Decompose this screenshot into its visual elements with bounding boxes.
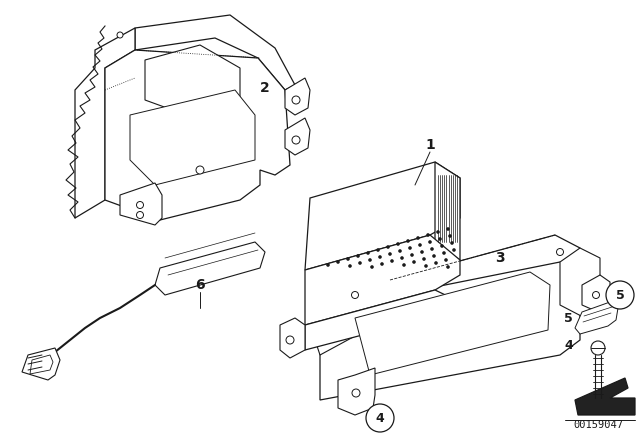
Polygon shape [355, 272, 550, 375]
Circle shape [136, 211, 143, 219]
Circle shape [420, 250, 424, 254]
Polygon shape [145, 45, 240, 120]
Circle shape [606, 281, 634, 309]
Circle shape [446, 265, 450, 269]
Polygon shape [135, 15, 295, 90]
Circle shape [336, 260, 340, 264]
Circle shape [351, 292, 358, 298]
Circle shape [416, 236, 420, 240]
Polygon shape [338, 368, 375, 415]
Circle shape [557, 249, 563, 255]
Circle shape [366, 404, 394, 432]
Circle shape [406, 239, 410, 243]
Circle shape [398, 249, 402, 253]
Polygon shape [285, 118, 310, 155]
Polygon shape [575, 302, 618, 334]
Circle shape [378, 255, 382, 259]
Circle shape [434, 261, 438, 265]
Circle shape [440, 244, 444, 248]
Polygon shape [305, 162, 460, 270]
Text: 6: 6 [195, 278, 205, 292]
Circle shape [418, 243, 422, 247]
Polygon shape [320, 262, 580, 400]
Circle shape [444, 258, 448, 262]
Polygon shape [30, 355, 53, 374]
Circle shape [432, 254, 436, 258]
Circle shape [356, 254, 360, 258]
Polygon shape [155, 242, 265, 295]
Circle shape [346, 257, 350, 261]
Circle shape [386, 245, 390, 249]
Circle shape [286, 336, 294, 344]
Text: 5: 5 [564, 311, 573, 324]
Circle shape [368, 258, 372, 262]
Polygon shape [105, 50, 290, 220]
Circle shape [366, 251, 370, 255]
Circle shape [593, 292, 600, 298]
Circle shape [326, 263, 330, 267]
Polygon shape [305, 235, 460, 325]
Circle shape [358, 261, 362, 265]
Circle shape [408, 246, 412, 250]
Circle shape [446, 227, 450, 231]
Polygon shape [120, 183, 162, 225]
Circle shape [292, 136, 300, 144]
Polygon shape [582, 275, 610, 312]
Circle shape [388, 252, 392, 256]
Text: 4: 4 [564, 339, 573, 352]
Polygon shape [305, 290, 460, 350]
Circle shape [442, 251, 446, 255]
Circle shape [348, 264, 352, 268]
Text: 3: 3 [495, 251, 505, 265]
Polygon shape [560, 248, 600, 318]
Circle shape [422, 257, 426, 261]
Circle shape [390, 259, 394, 263]
Circle shape [452, 248, 456, 252]
Text: 2: 2 [260, 81, 270, 95]
Circle shape [117, 32, 123, 38]
Circle shape [424, 264, 428, 268]
Circle shape [430, 247, 434, 251]
Circle shape [400, 256, 404, 260]
Circle shape [352, 389, 360, 397]
Circle shape [370, 265, 374, 269]
Circle shape [376, 248, 380, 252]
Text: 00159047: 00159047 [573, 420, 623, 430]
Circle shape [402, 263, 406, 267]
Polygon shape [22, 348, 60, 380]
Circle shape [438, 237, 442, 241]
Polygon shape [130, 90, 255, 185]
Circle shape [412, 260, 416, 264]
Circle shape [292, 96, 300, 104]
Polygon shape [280, 318, 305, 358]
Circle shape [380, 262, 384, 266]
Circle shape [136, 202, 143, 208]
Circle shape [196, 166, 204, 174]
Circle shape [450, 241, 454, 245]
Polygon shape [75, 28, 135, 218]
Circle shape [436, 230, 440, 234]
Polygon shape [575, 378, 635, 415]
Circle shape [426, 233, 430, 237]
Circle shape [428, 240, 432, 244]
Circle shape [410, 253, 414, 257]
Text: 5: 5 [616, 289, 625, 302]
Polygon shape [390, 235, 580, 310]
Polygon shape [315, 280, 403, 355]
Circle shape [591, 341, 605, 355]
Text: 4: 4 [376, 412, 385, 425]
Circle shape [448, 234, 452, 238]
Circle shape [396, 242, 400, 246]
Text: 1: 1 [425, 138, 435, 152]
Polygon shape [285, 78, 310, 115]
Polygon shape [435, 162, 460, 260]
